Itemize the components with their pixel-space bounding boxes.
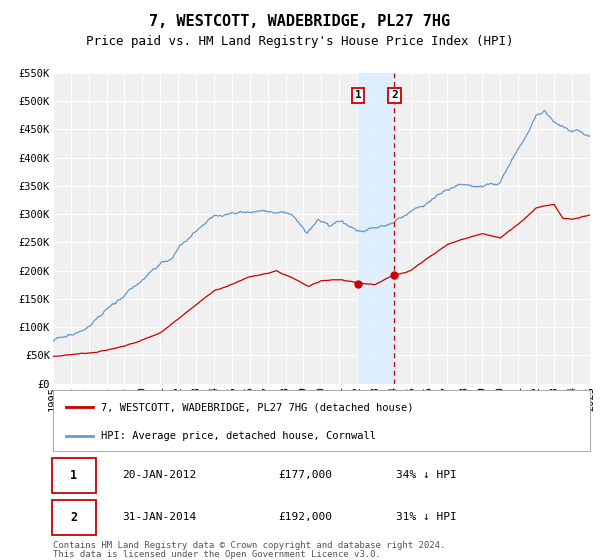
Text: £177,000: £177,000	[278, 470, 332, 480]
Text: 7, WESTCOTT, WADEBRIDGE, PL27 7HG: 7, WESTCOTT, WADEBRIDGE, PL27 7HG	[149, 14, 451, 29]
Text: 1: 1	[355, 90, 361, 100]
FancyBboxPatch shape	[52, 500, 96, 535]
Text: 31-JAN-2014: 31-JAN-2014	[122, 512, 197, 522]
Text: This data is licensed under the Open Government Licence v3.0.: This data is licensed under the Open Gov…	[53, 550, 380, 559]
FancyBboxPatch shape	[52, 458, 96, 493]
Text: 34% ↓ HPI: 34% ↓ HPI	[397, 470, 457, 480]
Text: 2: 2	[391, 90, 398, 100]
Text: HPI: Average price, detached house, Cornwall: HPI: Average price, detached house, Corn…	[101, 431, 376, 441]
Text: £192,000: £192,000	[278, 512, 332, 522]
Text: Price paid vs. HM Land Registry's House Price Index (HPI): Price paid vs. HM Land Registry's House …	[86, 35, 514, 48]
Text: 1: 1	[70, 469, 77, 482]
Text: 31% ↓ HPI: 31% ↓ HPI	[397, 512, 457, 522]
Text: Contains HM Land Registry data © Crown copyright and database right 2024.: Contains HM Land Registry data © Crown c…	[53, 541, 445, 550]
Text: 7, WESTCOTT, WADEBRIDGE, PL27 7HG (detached house): 7, WESTCOTT, WADEBRIDGE, PL27 7HG (detac…	[101, 402, 413, 412]
Text: 2: 2	[70, 511, 77, 524]
Text: 20-JAN-2012: 20-JAN-2012	[122, 470, 197, 480]
Bar	[358, 73, 394, 384]
